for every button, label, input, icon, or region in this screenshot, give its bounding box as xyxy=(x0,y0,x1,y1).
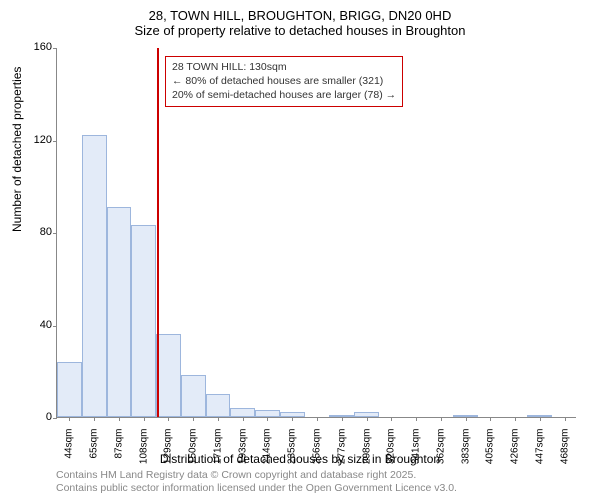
histogram-bar xyxy=(206,394,231,417)
y-tick-label: 0 xyxy=(22,411,52,423)
x-tick-mark xyxy=(243,417,244,421)
y-tick-label: 120 xyxy=(22,134,52,146)
x-tick-mark xyxy=(69,417,70,421)
reference-vline xyxy=(157,48,159,417)
x-tick-mark xyxy=(441,417,442,421)
histogram-bar xyxy=(131,225,156,417)
annotation-box: 28 TOWN HILL: 130sqm← 80% of detached ho… xyxy=(165,56,403,107)
x-tick-mark xyxy=(391,417,392,421)
y-axis-label: Number of detached properties xyxy=(10,67,24,232)
x-axis-label: Distribution of detached houses by size … xyxy=(0,452,600,466)
histogram-chart: 28, TOWN HILL, BROUGHTON, BRIGG, DN20 0H… xyxy=(0,0,600,500)
x-tick-mark xyxy=(144,417,145,421)
footer-line1: Contains HM Land Registry data © Crown c… xyxy=(56,469,457,483)
x-tick-mark xyxy=(490,417,491,421)
x-tick-mark xyxy=(317,417,318,421)
x-tick-mark xyxy=(218,417,219,421)
x-tick-mark xyxy=(193,417,194,421)
x-tick-mark xyxy=(168,417,169,421)
y-tick-label: 160 xyxy=(22,41,52,53)
histogram-bar xyxy=(156,334,181,417)
y-tick-label: 80 xyxy=(22,226,52,238)
x-tick-mark xyxy=(267,417,268,421)
x-tick-mark xyxy=(119,417,120,421)
histogram-bar xyxy=(255,410,280,417)
y-tick-mark xyxy=(53,418,57,419)
histogram-bar xyxy=(107,207,132,417)
x-tick-mark xyxy=(540,417,541,421)
y-tick-mark xyxy=(53,48,57,49)
y-tick-mark xyxy=(53,326,57,327)
chart-title-address: 28, TOWN HILL, BROUGHTON, BRIGG, DN20 0H… xyxy=(0,0,600,23)
x-tick-mark xyxy=(94,417,95,421)
histogram-bar xyxy=(230,408,255,417)
histogram-bar xyxy=(181,375,206,417)
plot-area: 0408012016044sqm65sqm87sqm108sqm129sqm15… xyxy=(56,48,576,418)
x-tick-mark xyxy=(565,417,566,421)
x-tick-mark xyxy=(342,417,343,421)
annotation-line2: ← 80% of detached houses are smaller (32… xyxy=(172,74,396,88)
y-tick-mark xyxy=(53,233,57,234)
histogram-bar xyxy=(57,362,82,418)
footer-line2: Contains public sector information licen… xyxy=(56,482,457,496)
chart-footer: Contains HM Land Registry data © Crown c… xyxy=(56,469,457,496)
x-tick-mark xyxy=(416,417,417,421)
plot-region: 0408012016044sqm65sqm87sqm108sqm129sqm15… xyxy=(56,48,576,418)
annotation-line3: 20% of semi-detached houses are larger (… xyxy=(172,88,396,102)
histogram-bar xyxy=(82,135,107,417)
x-tick-mark xyxy=(367,417,368,421)
chart-title-description: Size of property relative to detached ho… xyxy=(0,23,600,42)
x-tick-mark xyxy=(515,417,516,421)
y-tick-label: 40 xyxy=(22,319,52,331)
x-tick-mark xyxy=(466,417,467,421)
x-tick-mark xyxy=(292,417,293,421)
annotation-line1: 28 TOWN HILL: 130sqm xyxy=(172,60,396,74)
y-tick-mark xyxy=(53,141,57,142)
